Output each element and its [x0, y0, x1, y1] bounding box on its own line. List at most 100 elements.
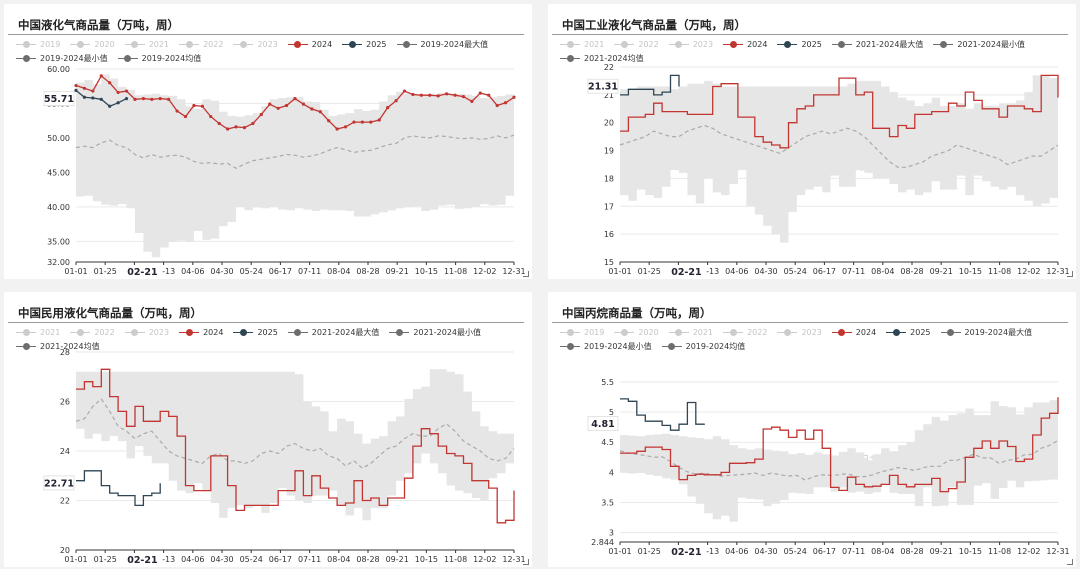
- legend-item-2021-2024-max[interactable]: 2021-2024最大值: [287, 326, 379, 338]
- legend-item-2022[interactable]: 2022: [614, 38, 659, 50]
- y-tick-label: 15: [604, 258, 614, 267]
- x-tick-label: 08-04: [871, 267, 894, 276]
- x-tick-label: 04-30: [210, 267, 233, 276]
- legend-item-2023[interactable]: 2023: [124, 326, 169, 338]
- point-2024: [495, 103, 499, 108]
- current-value-label: 4.81: [591, 419, 614, 430]
- y-tick-label: 21: [604, 91, 614, 100]
- legend-marker-icon: [831, 327, 852, 337]
- legend-item-2024[interactable]: 2024: [831, 326, 876, 338]
- x-tick-label: 01-25: [638, 547, 661, 556]
- x-tick-label: 09-21: [930, 267, 953, 276]
- x-tick-label: 05-24: [784, 547, 807, 556]
- y-tick-label: 32.00: [47, 258, 70, 267]
- point-2024: [402, 89, 407, 93]
- legend-item-2022[interactable]: 2022: [70, 326, 115, 338]
- legend-item-2019[interactable]: 2019: [560, 326, 604, 338]
- current-value-box: [43, 91, 75, 106]
- point-2024: [470, 99, 474, 103]
- legend-item-2025[interactable]: 2025: [886, 326, 931, 338]
- legend-item-2021-2024-avg[interactable]: 2021-2024均值: [560, 52, 644, 64]
- legend-marker-icon: [16, 39, 36, 49]
- legend-item-2019-2024-min[interactable]: 2019-2024最小值: [16, 52, 108, 64]
- legend-label: 2020: [94, 39, 115, 49]
- legend-item-2019[interactable]: 2019: [16, 38, 60, 50]
- y-tick-label: 3: [609, 529, 614, 538]
- legend-item-2021[interactable]: 2021: [124, 38, 169, 50]
- legend-item-2022[interactable]: 2022: [723, 326, 767, 338]
- legend-item-2019-2024-avg[interactable]: 2019-2024均值: [661, 340, 745, 352]
- legend-marker-icon: [16, 53, 36, 63]
- legend-item-2020[interactable]: 2020: [70, 38, 115, 50]
- legend-marker-icon: [777, 327, 798, 337]
- point-2024: [310, 107, 314, 111]
- y-tick-label: 16: [604, 230, 614, 239]
- legend-item-2019-2024-min[interactable]: 2019-2024最小值: [560, 340, 652, 352]
- legend-item-2021[interactable]: 2021: [16, 326, 60, 338]
- legend-item-2021[interactable]: 2021: [668, 326, 713, 338]
- legend-item-2021-2024-avg[interactable]: 2021-2024均值: [16, 340, 100, 352]
- x-highlight-label: 02-21: [127, 267, 157, 278]
- series-avg: [75, 134, 515, 169]
- point-2025: [91, 96, 95, 100]
- point-2024: [217, 121, 221, 126]
- x-tick-label: 04-06: [181, 267, 204, 276]
- x-highlight-label: 02-21: [127, 555, 157, 566]
- point-2024: [436, 94, 440, 98]
- current-value-box: [43, 475, 75, 491]
- point-2024: [141, 97, 145, 101]
- legend-label: 2020: [638, 327, 659, 337]
- legend-label: 2019-2024最小值: [584, 341, 652, 351]
- x-tick-label: 03-13: [696, 547, 719, 556]
- x-tick-label: 04-30: [754, 267, 777, 276]
- resize-corner-icon[interactable]: [523, 559, 529, 565]
- legend-item-2025[interactable]: 2025: [233, 326, 278, 338]
- legend-item-2019-2024-max[interactable]: 2019-2024最大值: [940, 326, 1032, 338]
- point-2024: [327, 119, 331, 123]
- legend-item-2023[interactable]: 2023: [233, 38, 278, 50]
- legend-item-2021[interactable]: 2021: [560, 38, 604, 50]
- legend-item-2022[interactable]: 2022: [179, 38, 223, 50]
- legend-item-2023[interactable]: 2023: [777, 326, 822, 338]
- point-2024: [242, 125, 247, 130]
- point-2024: [158, 97, 162, 101]
- legend-item-2023[interactable]: 2023: [668, 38, 713, 50]
- legend-item-2019-2024-avg[interactable]: 2019-2024均值: [117, 52, 201, 64]
- title-divider: [8, 34, 524, 35]
- series-2025: [76, 470, 161, 507]
- band-range: [76, 369, 514, 521]
- legend-marker-icon: [560, 39, 580, 49]
- legend-item-2024[interactable]: 2024: [723, 38, 767, 50]
- panel-industrial-lpg: 中国工业液化气商品量（万吨，周） 2021 2022 2023 2024 2025 202…: [548, 4, 1076, 279]
- x-tick-label: 12-02: [473, 555, 496, 564]
- point-2024: [461, 94, 466, 99]
- band-range: [620, 75, 1058, 243]
- x-tick-label: 09-21: [930, 547, 953, 556]
- x-tick-label: 01-01: [64, 267, 87, 276]
- legend-item-2025[interactable]: 2025: [777, 38, 822, 50]
- point-2024: [74, 83, 78, 88]
- legend-item-2019-2024-max[interactable]: 2019-2024最大值: [396, 38, 488, 50]
- chart-svg: 1516171819202122紫金天风期货01-0101-2502-2103-…: [587, 63, 1070, 278]
- point-2024: [167, 97, 171, 101]
- legend-item-2021-2024-max[interactable]: 2021-2024最大值: [831, 38, 923, 50]
- resize-corner-icon[interactable]: [1067, 559, 1073, 565]
- resize-corner-icon[interactable]: [523, 271, 529, 277]
- point-2024: [209, 114, 213, 119]
- legend-item-2021-2024-min[interactable]: 2021-2024最小值: [389, 326, 481, 338]
- point-2024: [394, 99, 398, 103]
- legend-item-2021-2024-min[interactable]: 2021-2024最小值: [933, 38, 1025, 50]
- legend-marker-icon: [614, 327, 635, 337]
- y-tick-label: 22: [60, 497, 70, 506]
- legend-item-2025[interactable]: 2025: [342, 38, 387, 50]
- legend-item-2020[interactable]: 2020: [614, 326, 659, 338]
- legend-marker-icon: [124, 327, 145, 337]
- y-tick-label: 40.00: [47, 203, 70, 212]
- y-tick-label: 17: [604, 202, 614, 211]
- x-tick-label: 10-15: [959, 267, 982, 276]
- resize-corner-icon[interactable]: [1067, 271, 1073, 277]
- series-2025: [620, 74, 680, 96]
- legend-item-2024[interactable]: 2024: [179, 326, 223, 338]
- legend-item-2024[interactable]: 2024: [287, 38, 332, 50]
- x-tick-label: 12-31: [502, 555, 525, 564]
